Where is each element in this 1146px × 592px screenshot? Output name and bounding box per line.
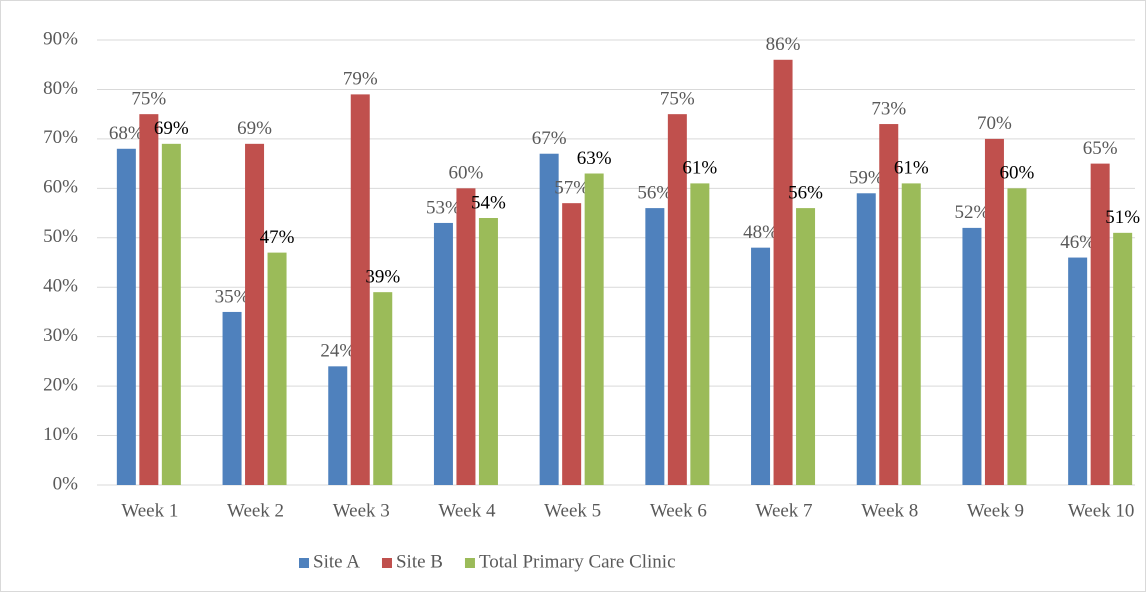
bar — [222, 311, 242, 485]
x-tick-label: Week 9 — [967, 500, 1024, 521]
data-label: 79% — [343, 69, 378, 90]
data-label: 68% — [109, 123, 144, 144]
data-label: 75% — [131, 89, 166, 110]
legend-label: Site A — [313, 551, 360, 572]
bar — [1068, 257, 1088, 485]
bar — [116, 148, 136, 485]
data-label: 56% — [637, 182, 672, 203]
data-label: 46% — [1060, 232, 1095, 253]
data-label: 75% — [660, 89, 695, 110]
bar — [267, 252, 287, 485]
bar — [139, 114, 159, 486]
data-label: 52% — [955, 202, 990, 223]
bar — [539, 153, 559, 485]
data-label: 63% — [577, 148, 612, 169]
data-label: 70% — [977, 113, 1012, 134]
x-tick-label: Week 4 — [438, 500, 496, 521]
data-label: 24% — [320, 341, 355, 362]
legend-label: Site B — [396, 551, 443, 572]
data-label: 51% — [1105, 207, 1140, 228]
x-tick-label: Week 1 — [121, 500, 178, 521]
data-label: 61% — [682, 158, 717, 179]
x-tick-label: Week 7 — [756, 500, 813, 521]
y-tick-label: 20% — [43, 374, 78, 395]
bar — [856, 193, 876, 485]
data-label: 48% — [743, 222, 778, 243]
bar — [901, 183, 921, 485]
data-label: 69% — [237, 118, 272, 139]
x-tick-label: Week 3 — [333, 500, 390, 521]
data-label: 39% — [365, 267, 400, 288]
data-label: 53% — [426, 197, 461, 218]
bar — [645, 208, 665, 485]
bar — [1090, 163, 1110, 485]
y-tick-label: 60% — [43, 177, 78, 198]
bar — [984, 138, 1004, 485]
y-tick-label: 80% — [43, 78, 78, 99]
data-label: 54% — [471, 192, 506, 213]
y-tick-label: 90% — [43, 28, 78, 49]
bar — [350, 94, 370, 485]
data-label: 67% — [532, 128, 567, 149]
legend-swatch — [381, 558, 392, 568]
bar — [773, 59, 793, 486]
bar — [962, 227, 982, 485]
data-label: 86% — [766, 34, 801, 55]
legend-swatch — [299, 558, 309, 568]
data-label: 47% — [260, 227, 295, 248]
x-tick-label: Week 2 — [227, 500, 284, 521]
y-tick-label: 10% — [43, 424, 78, 445]
bar — [879, 124, 899, 486]
y-tick-label: 70% — [43, 127, 78, 148]
data-label: 65% — [1083, 138, 1118, 159]
data-label: 60% — [449, 163, 484, 184]
bar — [667, 114, 687, 486]
data-label: 56% — [788, 182, 823, 203]
bar — [562, 203, 582, 485]
x-tick-label: Week 10 — [1068, 500, 1135, 521]
data-label: 73% — [871, 98, 906, 119]
bar — [373, 292, 393, 485]
data-label: 69% — [154, 118, 189, 139]
bar — [328, 366, 348, 485]
legend-label: Total Primary Care Clinic — [479, 551, 676, 572]
bar — [161, 143, 181, 486]
bar — [1113, 232, 1133, 485]
x-tick-label: Week 5 — [544, 500, 601, 521]
data-label: 60% — [1000, 163, 1035, 184]
x-tick-label: Week 8 — [861, 500, 918, 521]
y-tick-label: 30% — [43, 325, 78, 346]
x-tick-label: Week 6 — [650, 500, 707, 521]
data-label: 57% — [554, 178, 589, 199]
data-label: 61% — [894, 158, 929, 179]
legend-swatch — [464, 558, 475, 568]
y-tick-label: 50% — [43, 226, 78, 247]
bar — [796, 208, 816, 485]
bar — [245, 143, 265, 486]
data-label: 35% — [215, 286, 250, 307]
bar — [690, 183, 710, 485]
bar — [1007, 188, 1027, 486]
bar — [433, 222, 453, 485]
bar — [456, 188, 476, 486]
y-tick-label: 0% — [53, 473, 79, 494]
data-label: 59% — [849, 168, 884, 189]
bar — [751, 247, 771, 485]
y-tick-label: 40% — [43, 276, 78, 297]
bar — [478, 218, 498, 485]
bar — [584, 173, 604, 485]
